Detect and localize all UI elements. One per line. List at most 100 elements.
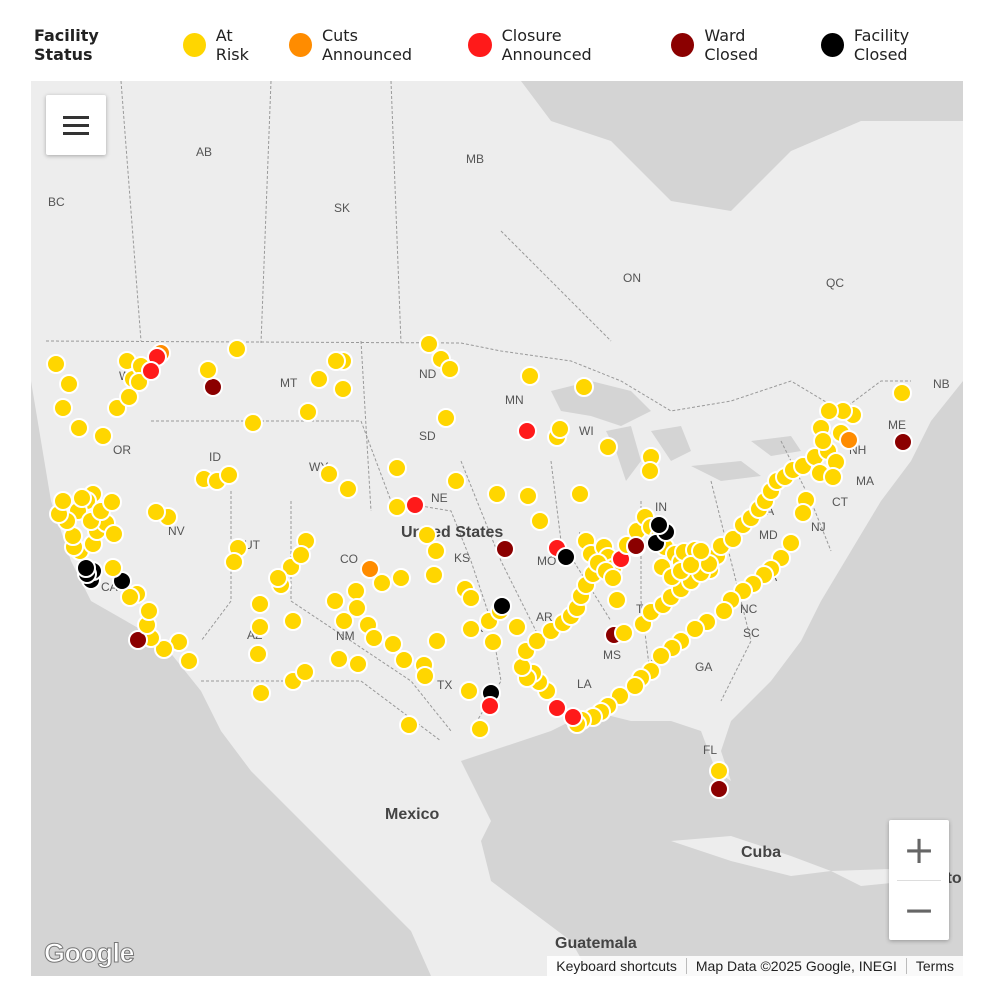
- facility-marker-at-risk[interactable]: [103, 558, 123, 578]
- facility-marker-at-risk[interactable]: [146, 502, 166, 522]
- facility-marker-at-risk[interactable]: [520, 366, 540, 386]
- facility-marker-at-risk[interactable]: [291, 545, 311, 565]
- facility-marker-facility-closed[interactable]: [556, 547, 576, 567]
- facility-marker-at-risk[interactable]: [250, 617, 270, 637]
- facility-marker-at-risk[interactable]: [326, 351, 346, 371]
- facility-marker-ward-closed[interactable]: [893, 432, 913, 452]
- facility-marker-facility-closed[interactable]: [649, 515, 669, 535]
- facility-marker-at-risk[interactable]: [298, 402, 318, 422]
- facility-marker-at-risk[interactable]: [651, 646, 671, 666]
- facility-marker-at-risk[interactable]: [614, 623, 634, 643]
- facility-marker-at-risk[interactable]: [198, 360, 218, 380]
- facility-marker-at-risk[interactable]: [139, 601, 159, 621]
- facility-marker-at-risk[interactable]: [53, 398, 73, 418]
- facility-marker-at-risk[interactable]: [46, 354, 66, 374]
- facility-marker-at-risk[interactable]: [372, 573, 392, 593]
- facility-marker-at-risk[interactable]: [387, 458, 407, 478]
- facility-marker-at-risk[interactable]: [461, 588, 481, 608]
- facility-marker-at-risk[interactable]: [120, 587, 140, 607]
- facility-marker-at-risk[interactable]: [283, 611, 303, 631]
- facility-marker-ward-closed[interactable]: [203, 377, 223, 397]
- facility-marker-closure-announced[interactable]: [547, 698, 567, 718]
- facility-marker-at-risk[interactable]: [709, 761, 729, 781]
- facility-marker-at-risk[interactable]: [819, 401, 839, 421]
- zoom-out-button[interactable]: −: [903, 888, 935, 932]
- facility-marker-closure-announced[interactable]: [563, 707, 583, 727]
- facility-marker-at-risk[interactable]: [527, 631, 547, 651]
- facility-marker-at-risk[interactable]: [383, 634, 403, 654]
- facility-marker-at-risk[interactable]: [53, 491, 73, 511]
- facility-marker-at-risk[interactable]: [325, 591, 345, 611]
- facility-marker-at-risk[interactable]: [346, 581, 366, 601]
- facility-marker-at-risk[interactable]: [603, 568, 623, 588]
- facility-marker-at-risk[interactable]: [459, 681, 479, 701]
- facility-marker-at-risk[interactable]: [483, 632, 503, 652]
- facility-marker-at-risk[interactable]: [295, 662, 315, 682]
- facility-marker-closure-announced[interactable]: [141, 361, 161, 381]
- facility-marker-at-risk[interactable]: [394, 650, 414, 670]
- facility-marker-at-risk[interactable]: [102, 492, 122, 512]
- facility-marker-ward-closed[interactable]: [626, 536, 646, 556]
- zoom-in-button[interactable]: +: [903, 828, 935, 872]
- facility-marker-at-risk[interactable]: [104, 524, 124, 544]
- facility-marker-at-risk[interactable]: [227, 339, 247, 359]
- facility-marker-at-risk[interactable]: [248, 644, 268, 664]
- google-logo[interactable]: Google: [44, 938, 136, 969]
- facility-marker-ward-closed[interactable]: [128, 630, 148, 650]
- facility-marker-at-risk[interactable]: [364, 628, 384, 648]
- facility-marker-cuts-announced[interactable]: [839, 430, 859, 450]
- facility-marker-at-risk[interactable]: [574, 377, 594, 397]
- facility-marker-at-risk[interactable]: [530, 511, 550, 531]
- facility-marker-at-risk[interactable]: [415, 666, 435, 686]
- facility-marker-closure-announced[interactable]: [480, 696, 500, 716]
- facility-marker-at-risk[interactable]: [507, 617, 527, 637]
- facility-marker-at-risk[interactable]: [436, 408, 456, 428]
- facility-marker-at-risk[interactable]: [518, 486, 538, 506]
- facility-marker-at-risk[interactable]: [219, 465, 239, 485]
- facility-marker-closure-announced[interactable]: [517, 421, 537, 441]
- facility-marker-at-risk[interactable]: [419, 334, 439, 354]
- facility-marker-at-risk[interactable]: [427, 631, 447, 651]
- facility-marker-at-risk[interactable]: [391, 568, 411, 588]
- facility-marker-cuts-announced[interactable]: [360, 559, 380, 579]
- facility-marker-at-risk[interactable]: [243, 413, 263, 433]
- facility-marker-at-risk[interactable]: [59, 374, 79, 394]
- facility-marker-closure-announced[interactable]: [405, 495, 425, 515]
- facility-marker-ward-closed[interactable]: [709, 779, 729, 799]
- facility-marker-at-risk[interactable]: [224, 552, 244, 572]
- facility-marker-at-risk[interactable]: [154, 639, 174, 659]
- facility-marker-at-risk[interactable]: [570, 484, 590, 504]
- facility-marker-at-risk[interactable]: [598, 437, 618, 457]
- facility-marker-at-risk[interactable]: [685, 619, 705, 639]
- facility-marker-facility-closed[interactable]: [76, 558, 96, 578]
- facility-marker-at-risk[interactable]: [607, 590, 627, 610]
- facility-marker-at-risk[interactable]: [723, 529, 743, 549]
- facility-marker-at-risk[interactable]: [387, 497, 407, 517]
- facility-marker-at-risk[interactable]: [470, 719, 490, 739]
- facility-marker-at-risk[interactable]: [251, 683, 271, 703]
- facility-map[interactable]: ABMBBCSKONQCNBWAMTNDMNORIDSDWIWYNENVCOUT…: [31, 81, 963, 976]
- facility-marker-at-risk[interactable]: [333, 379, 353, 399]
- facility-marker-at-risk[interactable]: [179, 651, 199, 671]
- facility-marker-at-risk[interactable]: [550, 419, 570, 439]
- facility-marker-at-risk[interactable]: [461, 619, 481, 639]
- facility-marker-at-risk[interactable]: [334, 611, 354, 631]
- facility-marker-at-risk[interactable]: [72, 488, 92, 508]
- facility-marker-at-risk[interactable]: [417, 525, 437, 545]
- facility-marker-facility-closed[interactable]: [492, 596, 512, 616]
- facility-marker-at-risk[interactable]: [793, 503, 813, 523]
- facility-marker-at-risk[interactable]: [487, 484, 507, 504]
- facility-marker-at-risk[interactable]: [813, 431, 833, 451]
- map-canvas[interactable]: ABMBBCSKONQCNBWAMTNDMNORIDSDWIWYNENVCOUT…: [31, 81, 963, 976]
- terms-link[interactable]: Terms: [905, 958, 963, 974]
- facility-marker-at-risk[interactable]: [319, 464, 339, 484]
- facility-marker-at-risk[interactable]: [309, 369, 329, 389]
- facility-marker-at-risk[interactable]: [426, 541, 446, 561]
- facility-marker-at-risk[interactable]: [440, 359, 460, 379]
- facility-marker-at-risk[interactable]: [250, 594, 270, 614]
- facility-marker-at-risk[interactable]: [714, 601, 734, 621]
- facility-marker-at-risk[interactable]: [93, 426, 113, 446]
- facility-marker-at-risk[interactable]: [338, 479, 358, 499]
- facility-marker-at-risk[interactable]: [268, 568, 288, 588]
- facility-marker-at-risk[interactable]: [640, 461, 660, 481]
